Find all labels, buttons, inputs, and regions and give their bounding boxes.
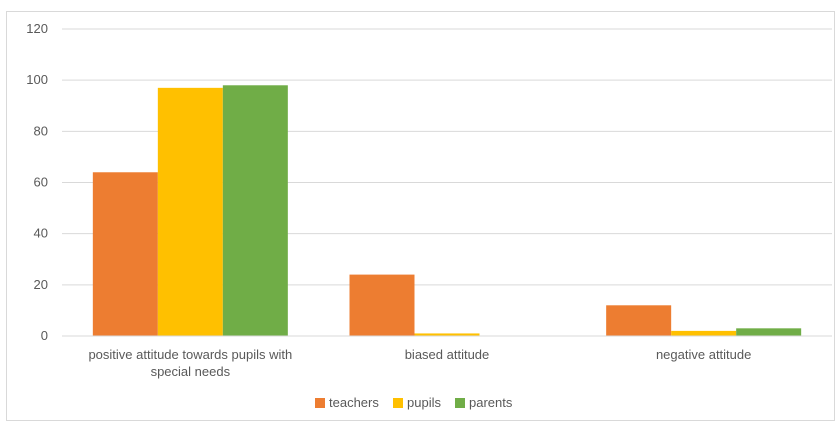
bar-pupils-2 bbox=[671, 330, 737, 336]
category-label: negative attitude bbox=[656, 347, 751, 362]
y-tick-label: 120 bbox=[26, 21, 48, 36]
legend-label-pupils: pupils bbox=[407, 395, 441, 410]
bar-teachers-1 bbox=[349, 274, 415, 336]
bar-parents-2 bbox=[736, 328, 802, 336]
legend-swatch-pupils bbox=[393, 398, 403, 408]
y-tick-label: 80 bbox=[34, 123, 48, 138]
bar-teachers-0 bbox=[92, 172, 158, 336]
legend: teachers pupils parents bbox=[315, 395, 513, 410]
y-tick-label: 60 bbox=[34, 175, 48, 190]
bars bbox=[92, 85, 802, 337]
legend-label-parents: parents bbox=[469, 395, 513, 410]
category-label: biased attitude bbox=[405, 347, 490, 362]
legend-swatch-parents bbox=[455, 398, 465, 408]
category-labels: positive attitude towards pupils with spe… bbox=[88, 347, 751, 379]
category-label: special needs bbox=[151, 364, 231, 379]
category-label: positive attitude towards pupils with bbox=[88, 347, 292, 362]
y-tick-label: 0 bbox=[41, 328, 48, 343]
legend-label-teachers: teachers bbox=[329, 395, 379, 410]
bar-pupils-0 bbox=[157, 87, 223, 336]
y-tick-label: 40 bbox=[34, 226, 48, 241]
bar-pupils-1 bbox=[414, 333, 480, 336]
y-axis-ticks: 0 20 40 60 80 100 120 bbox=[26, 21, 48, 343]
y-tick-label: 100 bbox=[26, 72, 48, 87]
bar-parents-0 bbox=[222, 85, 288, 337]
legend-swatch-teachers bbox=[315, 398, 325, 408]
bar-teachers-2 bbox=[606, 305, 672, 336]
y-tick-label: 20 bbox=[34, 277, 48, 292]
